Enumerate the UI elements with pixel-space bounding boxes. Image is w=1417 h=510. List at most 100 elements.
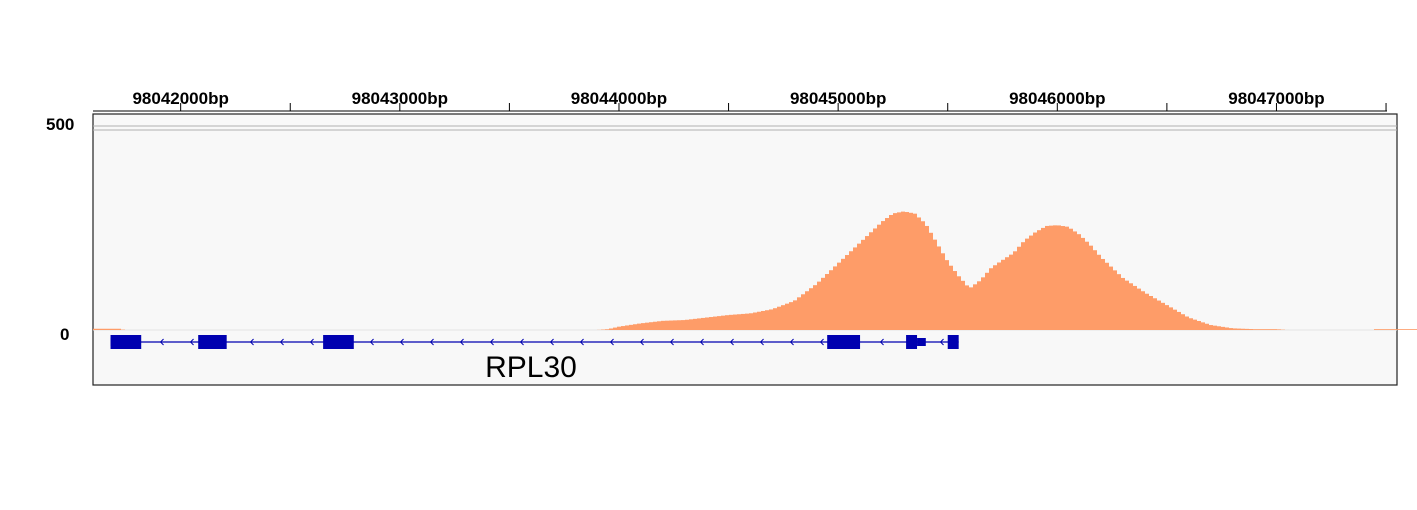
track-panel[interactable] [92,113,1398,386]
gene-track[interactable]: RPL30 [110,335,959,384]
coverage-bar [1053,225,1057,330]
coverage-bar [737,314,741,330]
coverage-bar [1065,226,1069,330]
coverage-bar [1101,258,1105,330]
strand-arrow [429,338,434,346]
coverage-bar [1029,235,1033,330]
coverage-bar [953,271,957,330]
coverage-bar [709,317,713,330]
coverage-bar [969,287,973,330]
coverage-bar [761,310,765,330]
coverage-bar [1097,254,1101,330]
coverage-bar [1193,319,1197,330]
coverage-bar [641,323,645,330]
coverage-bar [817,281,821,330]
coverage-bar [765,310,769,330]
coverage-bar [1109,266,1113,330]
coverage-bar [949,265,953,330]
gene-exon [323,335,354,349]
coverage-bar [753,312,757,330]
coverage-bar [1129,283,1133,330]
coverage-bar [1069,228,1073,330]
coverage-bar [1201,322,1205,330]
coverage-bar [1169,307,1173,330]
coverage-bar [825,274,829,330]
coverage-bar [837,262,841,330]
coverage-bar [917,217,921,330]
coverage-bar [801,294,805,330]
coverage-bar [1005,257,1009,330]
coverage-bar [1145,293,1149,330]
coverage-bar [997,262,1001,330]
coverage-bar [929,232,933,330]
coverage-bar [829,270,833,330]
coverage-bar [1081,237,1085,330]
coverage-bar [1057,225,1061,330]
gene-exon [110,335,142,349]
coverage-bar [677,320,681,330]
coverage-bar [925,225,929,330]
coverage-bar [653,321,657,330]
tick-label: 98045000bp [790,89,886,108]
coverage-bar [1233,328,1237,330]
coverage-bar [1113,270,1117,330]
coverage-bar [1017,246,1021,330]
coverage-bar [1033,232,1037,330]
coverage-bar [1221,326,1225,330]
tick-label: 98043000bp [352,89,448,108]
coordinate-ruler: 98042000bp 98043000bp 98044000bp 98045000bp… [93,89,1387,112]
coverage-bar [769,309,773,330]
coverage-bar [793,300,797,330]
gene-exon [827,335,861,349]
coverage-bar [609,328,613,330]
coverage-bar [1013,251,1017,330]
coverage-bar [729,314,733,330]
tick-label: 98046000bp [1009,89,1105,108]
coverage-bar [813,285,817,330]
coverage-bar [1025,238,1029,330]
coverage-bar [785,303,789,330]
coverage-bar [717,316,721,330]
coverage-bar [733,314,737,330]
coverage-bar [797,297,801,330]
coverage-bar [901,211,905,330]
coverage-track[interactable] [93,211,1417,330]
strand-arrow [519,338,524,346]
coverage-bar [1225,327,1229,330]
gene-exon [906,335,918,349]
strand-arrow [549,338,554,346]
coverage-bar [977,281,981,330]
y-zero-label: 0 [60,325,69,344]
coverage-bar [893,213,897,330]
coverage-bar [701,317,705,330]
coverage-bar [633,324,637,330]
coverage-bar [1185,316,1189,330]
coverage-bar [721,315,725,330]
coverage-bar [741,313,745,330]
coverage-bar [1093,250,1097,330]
strand-arrow [309,338,314,346]
coverage-bar [1261,329,1265,330]
coverage-bar [757,311,761,330]
coverage-bar [885,218,889,330]
track-panel-background [92,113,1398,386]
coverage-bar [1121,277,1125,330]
coverage-bar [985,272,989,330]
coverage-bar [1213,325,1217,330]
coverage-bar [981,277,985,330]
strand-arrow [609,338,614,346]
coverage-bar [1041,227,1045,330]
coverage-bar [853,247,857,330]
coverage-bar [973,284,977,330]
coverage-bar [773,308,777,330]
coverage-bar [685,319,689,330]
coverage-bar [97,328,101,330]
coverage-bar [941,253,945,330]
coverage-bar [841,258,845,330]
coverage-bar [1077,234,1081,330]
coverage-bar [101,328,105,330]
strand-arrow [939,338,944,346]
coverage-bar [1073,231,1077,330]
coverage-bar [1133,285,1137,330]
strand-arrow [879,338,884,346]
